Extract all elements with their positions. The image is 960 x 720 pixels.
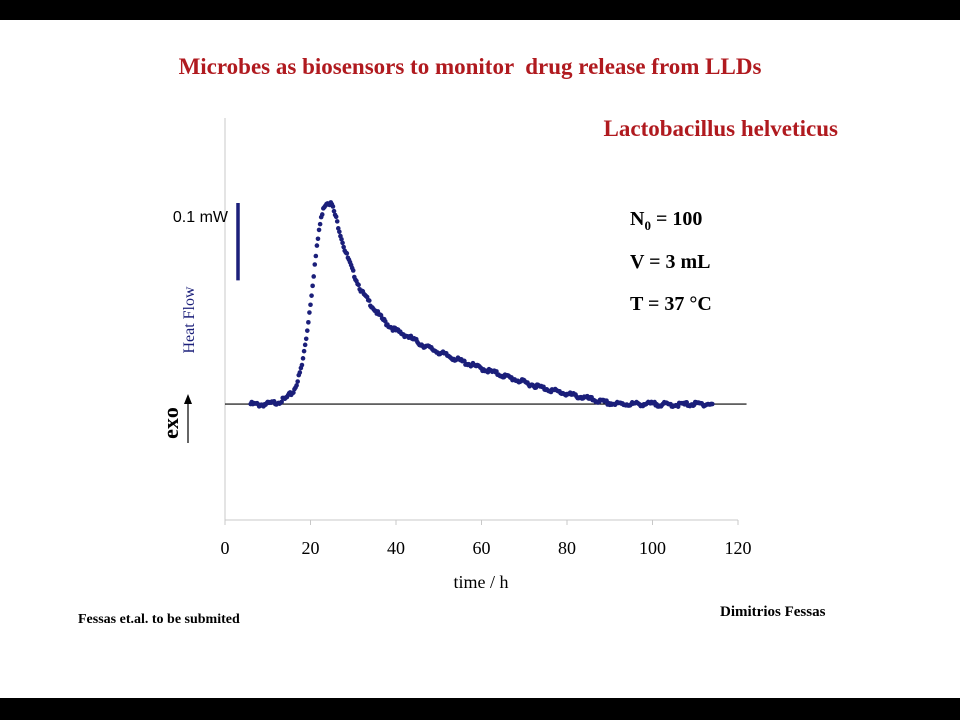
data-point (307, 310, 312, 315)
data-point (334, 219, 340, 224)
x-tick-label-20: 20 (302, 538, 320, 558)
exo-label: exo (158, 407, 183, 439)
slide (0, 20, 960, 698)
param-n0-rest: = 100 (650, 208, 703, 230)
data-point (366, 298, 372, 303)
data-point (340, 240, 345, 246)
data-point (333, 214, 339, 220)
data-point (308, 302, 313, 308)
data-point (356, 282, 361, 288)
data-point (311, 274, 317, 279)
chart-labels: 0 20 40 60 80 100 120 0.1 mW Heat Flow exo time / … (158, 209, 752, 592)
data-point (279, 399, 284, 405)
footer-author: Dimitrios Fessas (720, 604, 826, 620)
data-point (319, 212, 325, 217)
data-point (315, 236, 321, 242)
data-point (309, 293, 314, 298)
param-n0-sub: 0 (644, 218, 651, 233)
x-tick-label-120: 120 (725, 538, 752, 558)
param-n0-name: N (630, 208, 645, 230)
data-point (294, 383, 299, 388)
param-n0: N0 = 100 (630, 208, 702, 234)
data-point (300, 356, 306, 361)
data-point (339, 236, 344, 242)
param-volume: V = 3 mL (630, 251, 711, 273)
slide-title: Microbes as biosensors to monitor drug r… (178, 54, 762, 79)
data-point (306, 320, 311, 325)
data-point (710, 401, 715, 407)
chart-marks (248, 200, 715, 409)
y-axis-label: Heat Flow (181, 286, 198, 354)
x-tick-label-40: 40 (387, 538, 405, 558)
x-tick-label-100: 100 (639, 538, 666, 558)
x-tick-label-60: 60 (473, 538, 491, 558)
data-point (291, 390, 296, 395)
data-point (297, 370, 303, 375)
data-point (301, 348, 307, 354)
data-point (341, 244, 346, 250)
data-point (303, 336, 309, 342)
slide-subtitle: Lactobacillus helveticus (603, 116, 838, 141)
data-point (316, 227, 322, 233)
data-point (312, 262, 318, 267)
x-tick-label-0: 0 (221, 538, 230, 558)
data-point (317, 221, 323, 227)
data-point (337, 229, 342, 235)
data-point (295, 379, 300, 384)
data-point (302, 342, 308, 348)
data-point (331, 208, 337, 214)
x-tick-label-80: 80 (558, 538, 576, 558)
data-point (304, 328, 310, 333)
chart-axes (184, 118, 747, 525)
scale-bar-label: 0.1 mW (173, 209, 229, 226)
data-point (299, 362, 305, 368)
data-point (314, 243, 320, 248)
data-point (313, 253, 319, 259)
data-point (350, 268, 356, 273)
data-point (462, 358, 467, 364)
data-point (675, 404, 681, 409)
x-axis-label: time / h (454, 572, 509, 592)
param-temperature: T = 37 °C (630, 293, 712, 315)
data-point (344, 251, 350, 256)
exo-arrow-head (184, 394, 192, 404)
footer-citation: Fessas et.al. to be submited (78, 612, 240, 627)
data-point (310, 283, 315, 289)
data-point (330, 204, 336, 209)
